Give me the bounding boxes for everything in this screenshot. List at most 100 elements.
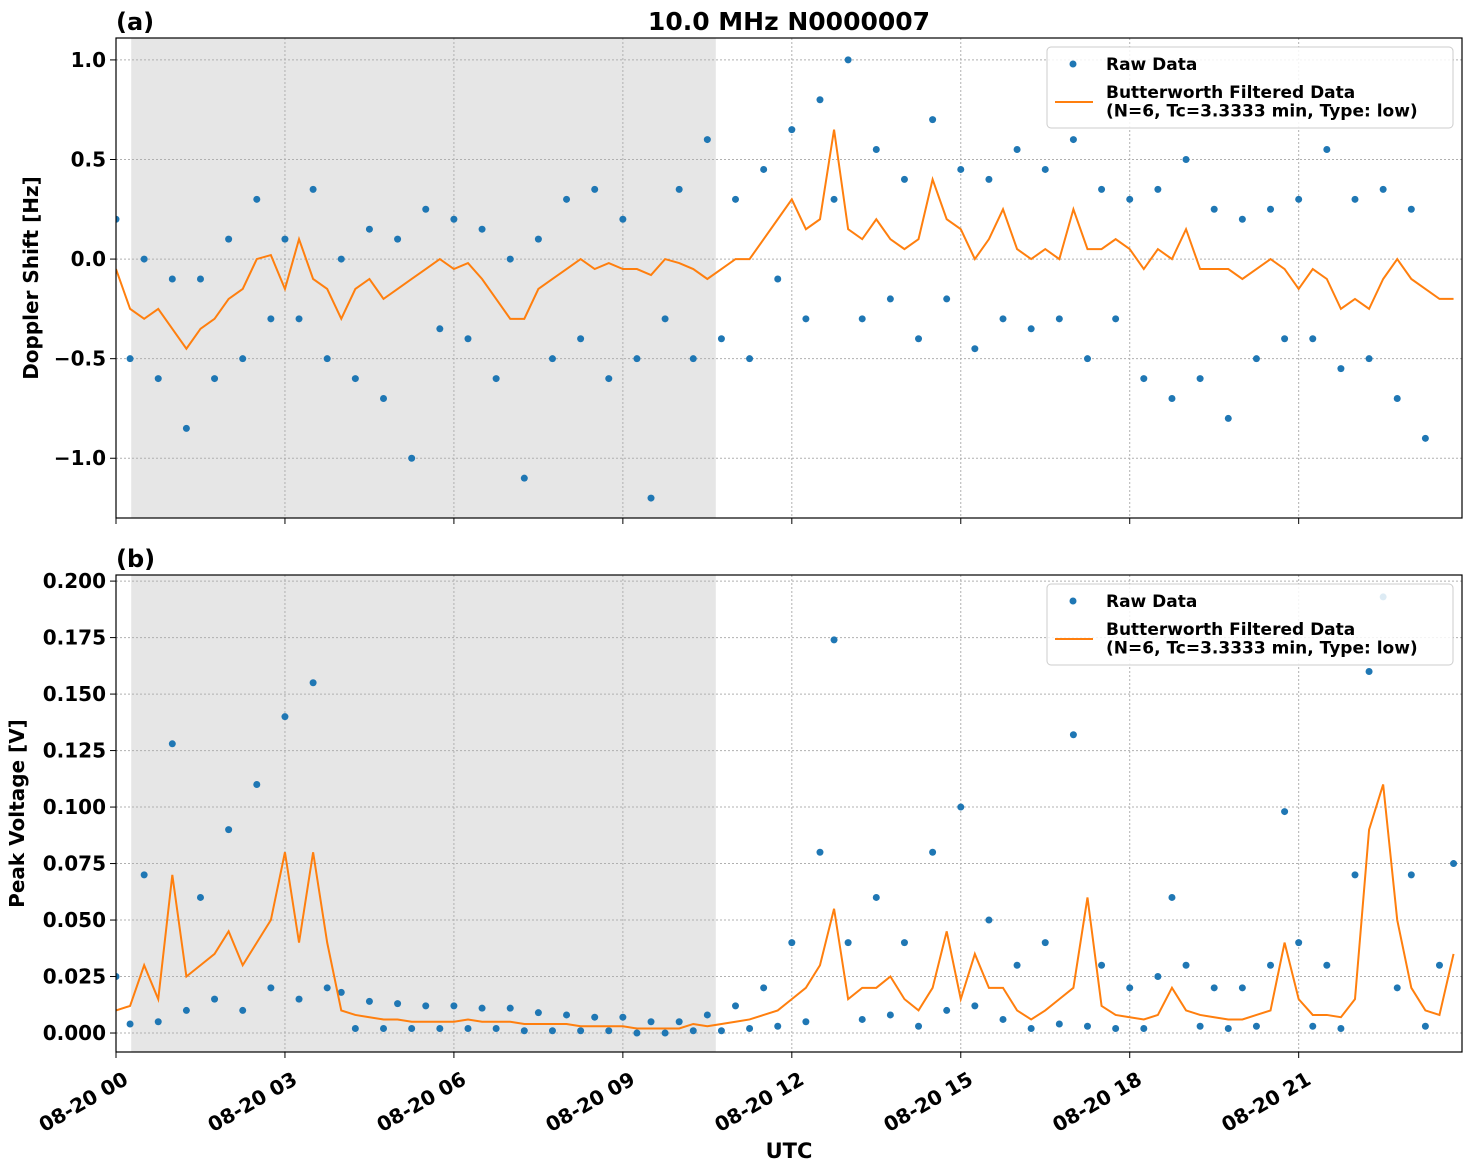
raw-point bbox=[281, 713, 289, 721]
raw-point bbox=[196, 275, 204, 283]
raw-point bbox=[858, 315, 866, 323]
raw-point bbox=[337, 988, 345, 996]
raw-point bbox=[774, 1022, 782, 1030]
raw-point bbox=[633, 1029, 641, 1037]
raw-point bbox=[619, 1013, 627, 1021]
raw-point bbox=[703, 1011, 711, 1019]
raw-point bbox=[1252, 355, 1260, 363]
raw-point bbox=[534, 1009, 542, 1017]
raw-point bbox=[675, 185, 683, 193]
raw-point bbox=[760, 984, 768, 992]
raw-point bbox=[1421, 1022, 1429, 1030]
shaded-span bbox=[131, 575, 716, 1052]
raw-point bbox=[915, 1022, 923, 1030]
raw-point bbox=[1154, 185, 1162, 193]
raw-point bbox=[1098, 961, 1106, 969]
raw-point bbox=[436, 1025, 444, 1033]
shaded-span bbox=[131, 38, 716, 518]
panel: −1.0 −0.5 0.0 0.5 1.0 (a) 10.0 MHz N0000007 Dop… bbox=[19, 7, 1463, 524]
raw-point bbox=[548, 355, 556, 363]
raw-point bbox=[1083, 1022, 1091, 1030]
raw-point bbox=[140, 871, 148, 879]
raw-point bbox=[450, 1002, 458, 1010]
raw-point bbox=[563, 195, 571, 203]
raw-point bbox=[943, 1006, 951, 1014]
raw-point bbox=[211, 995, 219, 1003]
raw-point bbox=[717, 1027, 725, 1035]
raw-point bbox=[394, 1000, 402, 1008]
x-tick-label: 08-20 12 bbox=[710, 1067, 808, 1137]
raw-point bbox=[478, 1004, 486, 1012]
raw-point bbox=[943, 295, 951, 303]
raw-point bbox=[591, 1013, 599, 1021]
raw-point bbox=[1126, 984, 1134, 992]
raw-point bbox=[957, 165, 965, 173]
raw-point bbox=[1210, 984, 1218, 992]
raw-point bbox=[886, 1011, 894, 1019]
raw-point bbox=[140, 255, 148, 263]
raw-point bbox=[126, 355, 134, 363]
raw-point bbox=[1224, 414, 1232, 422]
raw-point bbox=[886, 295, 894, 303]
raw-point bbox=[957, 803, 965, 811]
raw-point bbox=[915, 335, 923, 343]
raw-point bbox=[267, 315, 275, 323]
raw-point bbox=[116, 215, 120, 223]
raw-point bbox=[1435, 961, 1443, 969]
raw-point bbox=[844, 56, 852, 64]
raw-point bbox=[380, 1025, 388, 1033]
raw-point bbox=[506, 1004, 514, 1012]
raw-point bbox=[408, 454, 416, 462]
chart-title: 10.0 MHz N0000007 bbox=[648, 7, 930, 36]
raw-point bbox=[1309, 335, 1317, 343]
raw-point bbox=[1224, 1025, 1232, 1033]
raw-point bbox=[1309, 1022, 1317, 1030]
raw-point bbox=[900, 175, 908, 183]
raw-point bbox=[1351, 195, 1359, 203]
y-tick-label: −0.5 bbox=[54, 347, 106, 371]
raw-point bbox=[1140, 375, 1148, 383]
raw-point bbox=[1055, 315, 1063, 323]
y-tick-label: 0.5 bbox=[71, 147, 106, 171]
raw-point bbox=[1281, 808, 1289, 816]
raw-point bbox=[464, 1025, 472, 1033]
raw-point bbox=[1168, 893, 1176, 901]
y-tick-label: 0.100 bbox=[43, 795, 106, 819]
raw-point bbox=[717, 335, 725, 343]
raw-point bbox=[1210, 205, 1218, 213]
raw-point bbox=[478, 225, 486, 233]
raw-point bbox=[1238, 984, 1246, 992]
raw-point bbox=[661, 1029, 669, 1037]
raw-point bbox=[309, 185, 317, 193]
raw-point bbox=[971, 345, 979, 353]
y-axis-label: Doppler Shift [Hz] bbox=[19, 176, 43, 380]
raw-point bbox=[492, 375, 500, 383]
raw-point bbox=[1027, 1025, 1035, 1033]
raw-point bbox=[323, 984, 331, 992]
raw-point bbox=[999, 315, 1007, 323]
raw-point bbox=[1281, 335, 1289, 343]
raw-point bbox=[1083, 355, 1091, 363]
raw-point bbox=[774, 275, 782, 283]
raw-point bbox=[830, 636, 838, 644]
raw-point bbox=[929, 848, 937, 856]
raw-point bbox=[1098, 185, 1106, 193]
raw-point bbox=[1238, 215, 1246, 223]
raw-point bbox=[1196, 375, 1204, 383]
raw-point bbox=[1013, 146, 1021, 154]
raw-point bbox=[337, 255, 345, 263]
raw-point bbox=[267, 984, 275, 992]
raw-point bbox=[675, 1018, 683, 1026]
raw-point bbox=[731, 1002, 739, 1010]
legend-box bbox=[1046, 46, 1454, 129]
raw-point bbox=[830, 195, 838, 203]
raw-point bbox=[380, 394, 388, 402]
raw-point bbox=[520, 1027, 528, 1035]
raw-point bbox=[1168, 394, 1176, 402]
raw-point bbox=[1069, 136, 1077, 144]
raw-point bbox=[1182, 155, 1190, 163]
raw-point bbox=[506, 255, 514, 263]
y-tick-label: 0.150 bbox=[43, 682, 106, 706]
raw-point bbox=[323, 355, 331, 363]
